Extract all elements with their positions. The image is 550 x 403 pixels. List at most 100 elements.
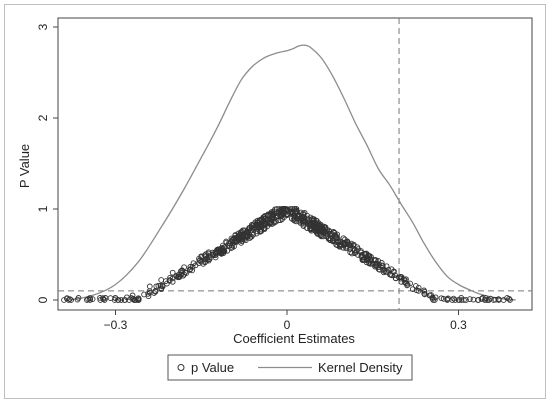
scatter-point bbox=[401, 276, 407, 283]
scatter-point bbox=[409, 286, 416, 292]
scatter-point bbox=[230, 240, 236, 247]
scatter-point bbox=[308, 225, 315, 231]
scatter-point bbox=[248, 224, 255, 230]
scatter-point bbox=[255, 223, 262, 230]
scatter-point bbox=[373, 262, 380, 269]
y-tick-label-1: 1 bbox=[36, 205, 50, 212]
plot-area bbox=[57, 17, 533, 311]
scatter-point bbox=[359, 257, 366, 263]
scatter-point bbox=[315, 222, 322, 229]
scatter-point bbox=[235, 230, 242, 237]
scatter-point bbox=[196, 260, 202, 267]
scatter-point bbox=[358, 251, 365, 258]
scatter-point bbox=[467, 296, 473, 302]
scatter-point bbox=[313, 229, 320, 235]
scatter-point bbox=[374, 260, 381, 267]
scatter-point bbox=[159, 282, 166, 289]
scatter-point bbox=[288, 215, 295, 222]
scatter-point bbox=[266, 221, 273, 227]
scatter-point bbox=[169, 278, 176, 285]
scatter-point bbox=[337, 243, 344, 250]
y-axis-title: P Value bbox=[17, 144, 32, 188]
x-tick-label-0: −0.3 bbox=[104, 318, 128, 332]
scatter-point bbox=[252, 219, 259, 226]
scatter-point bbox=[261, 225, 268, 232]
scatter-point bbox=[146, 288, 153, 295]
scatter-point bbox=[323, 233, 330, 240]
y-tick-label-0: 0 bbox=[36, 296, 50, 303]
scatter-point bbox=[385, 266, 392, 273]
scatter-point bbox=[354, 252, 361, 258]
scatter-point bbox=[450, 295, 457, 302]
scatter-point bbox=[152, 288, 159, 295]
scatter-point bbox=[291, 206, 297, 212]
scatter-point bbox=[118, 297, 125, 303]
scatter-point bbox=[364, 255, 371, 262]
axes: −0.3 0 0.3 0 1 2 3 bbox=[36, 23, 467, 332]
scatter-point bbox=[354, 244, 361, 251]
scatter-point bbox=[320, 229, 326, 236]
scatter-point bbox=[278, 213, 285, 220]
scatter-point bbox=[271, 210, 278, 217]
scatter-point bbox=[291, 215, 298, 222]
scatter-point bbox=[212, 252, 218, 259]
scatter-point bbox=[310, 216, 317, 223]
scatter-point bbox=[231, 243, 237, 250]
scatter-point bbox=[115, 297, 122, 303]
scatter-point bbox=[238, 228, 245, 235]
legend-label-p-value: p Value bbox=[191, 360, 234, 375]
scatter-point bbox=[310, 218, 317, 224]
scatter-point bbox=[169, 269, 176, 276]
scatter-point bbox=[187, 266, 194, 272]
scatter-point bbox=[282, 206, 288, 212]
scatter-point bbox=[403, 276, 409, 283]
scatter-point bbox=[202, 256, 209, 263]
scatter-point bbox=[361, 250, 368, 257]
y-tick-label-3: 3 bbox=[36, 23, 50, 30]
scatter-point bbox=[478, 296, 485, 302]
scatter-point bbox=[102, 295, 109, 301]
scatter-point bbox=[197, 257, 204, 263]
legend-label-kernel-density: Kernel Density bbox=[318, 360, 403, 375]
scatter-point bbox=[247, 234, 254, 240]
scatter-point bbox=[458, 297, 465, 303]
scatter-point bbox=[230, 237, 236, 243]
scatter-point bbox=[162, 278, 169, 284]
scatter-point bbox=[379, 262, 386, 269]
scatter-point bbox=[412, 283, 419, 289]
scatter-point bbox=[218, 250, 225, 257]
scatter-point bbox=[66, 296, 73, 302]
scatter-point bbox=[327, 237, 334, 244]
scatter-point bbox=[97, 295, 103, 301]
x-axis-title: Coefficient Estimates bbox=[233, 331, 355, 346]
scatter-point bbox=[404, 281, 411, 288]
scatter-point bbox=[452, 297, 458, 303]
scatter-point bbox=[500, 297, 507, 303]
scatter-point bbox=[334, 242, 341, 249]
scatter-point bbox=[178, 271, 185, 278]
scatter-point bbox=[187, 264, 194, 270]
scatter-point bbox=[293, 206, 300, 212]
scatter-point bbox=[68, 297, 74, 303]
scatter-point bbox=[349, 250, 355, 257]
y-tick-label-2: 2 bbox=[36, 114, 50, 121]
scatter-point bbox=[223, 238, 229, 245]
scatter-point bbox=[470, 296, 477, 303]
scatter-point bbox=[74, 296, 81, 303]
scatter-point bbox=[269, 210, 275, 217]
scatter-point bbox=[315, 227, 321, 234]
scatter-point bbox=[196, 257, 203, 264]
scatter-point bbox=[293, 218, 299, 225]
scatter-point bbox=[205, 250, 212, 257]
scatter-point bbox=[126, 297, 133, 303]
scatter-point bbox=[421, 291, 428, 298]
scatter-point bbox=[202, 259, 208, 266]
scatter-point bbox=[262, 212, 268, 219]
scatter-point bbox=[212, 249, 219, 256]
scatter-point bbox=[358, 248, 364, 254]
reference-lines bbox=[58, 18, 532, 310]
scatter-point bbox=[367, 255, 374, 262]
scatter-point bbox=[206, 256, 213, 262]
scatter-point bbox=[257, 228, 263, 235]
scatter-point bbox=[111, 297, 118, 303]
